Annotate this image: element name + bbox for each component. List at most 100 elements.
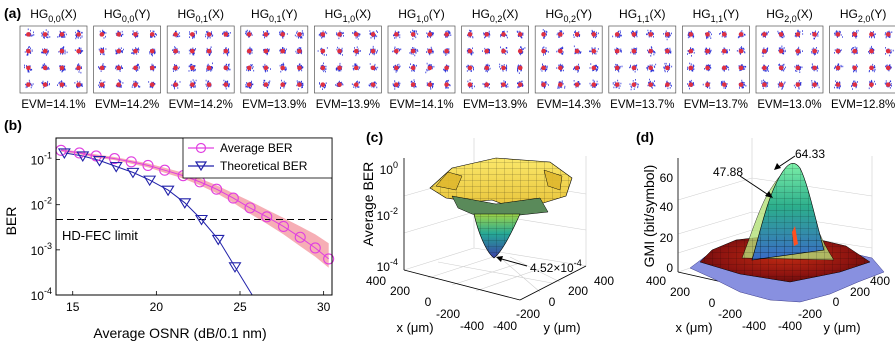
constellation-11: HG2,0(Y) EVM=12.8% [829, 7, 895, 111]
surface-c-z-label: Average BER [360, 162, 376, 247]
symbol-center [812, 82, 817, 87]
surface-d-x-tick-1: 200 [670, 285, 690, 299]
symbol-center [614, 32, 620, 37]
surface-d-y-tick-4: 400 [870, 274, 890, 288]
symbol-center [574, 32, 580, 37]
mode-title: HG2,0(X) [766, 7, 813, 24]
symbol-center [869, 82, 874, 87]
symbol-center [517, 82, 523, 87]
constellation-box [314, 25, 382, 94]
panel-label-d: (d) [636, 129, 654, 145]
constellation-1: HG0,0(Y) EVM=14.2% [93, 7, 161, 111]
symbol-center [721, 48, 727, 54]
symbol-center [852, 48, 858, 54]
symbol-center [76, 32, 81, 37]
constellation-0: HG0,0(X) EVM=14.1% [19, 7, 88, 111]
symbol-center [812, 48, 817, 54]
surface-d-mesh [689, 163, 885, 303]
symbol-center [541, 48, 546, 54]
surface-c-x-tick-3: -200 [436, 307, 460, 321]
surface-d-annotations: 64.33 47.88 [713, 147, 825, 198]
symbol-center [852, 32, 858, 37]
symbol-center [665, 82, 670, 87]
symbol-center [869, 32, 874, 37]
symbol-center [444, 82, 449, 87]
symbol-center [149, 65, 155, 71]
surface-c-y-label: y (μm) [543, 320, 580, 335]
symbol-center [337, 48, 342, 54]
symbol-center [263, 82, 269, 87]
symbol-center [223, 65, 229, 71]
symbol-center [223, 48, 229, 54]
symbol-center [206, 32, 212, 37]
surface-c-x-ticks: 400 200 0 -200 -400 [366, 274, 484, 333]
symbol-center [738, 32, 744, 37]
constellation-5: HG1,0(Y) EVM=14.1% [387, 7, 456, 111]
mode-title: HG1,0(Y) [398, 7, 445, 24]
symbol-center [631, 32, 637, 37]
symbol-center [246, 32, 252, 37]
surface-d-x-tick-3: -200 [718, 307, 742, 321]
evm-label: EVM=13.9% [242, 99, 306, 111]
symbol-center [501, 65, 506, 71]
symbol-center [320, 65, 326, 71]
symbol-center [297, 48, 302, 54]
symbol-center [427, 65, 433, 71]
surface-c-y-ticks: -400 -200 0 200 400 [493, 274, 614, 333]
symbol-center [173, 65, 178, 71]
average-ber-point [211, 183, 223, 195]
symbol-center [762, 32, 767, 37]
hd-fec-label: HD-FEC limit [62, 228, 138, 243]
symbol-center [444, 32, 449, 37]
theoretical-ber-point [211, 234, 225, 246]
surface-c-z-tick-1: 10-2 [377, 206, 398, 223]
symbol-center [778, 32, 784, 37]
theoretical-ber-line [64, 152, 253, 296]
constellation-6: HG0,2(X) EVM=13.9% [461, 7, 529, 111]
symbol-center [869, 65, 874, 71]
constellation-4: HG1,0(X) EVM=13.9% [314, 7, 382, 111]
average-ber-point [142, 159, 154, 171]
symbol-center [76, 48, 81, 54]
mode-title: HG0,0(X) [30, 7, 77, 24]
evm-label: EVM=14.1% [21, 99, 85, 111]
symbol-center [206, 48, 212, 54]
symbol-center [591, 32, 597, 37]
symbol-center [59, 32, 65, 37]
symbol-center [173, 48, 178, 54]
surface-c-x-tick-2: 0 [425, 295, 432, 309]
evm-label: EVM=12.8% [831, 99, 895, 111]
annotation-peak-gmi: 64.33 [795, 147, 825, 161]
surface-c-x-label: x (μm) [396, 320, 433, 335]
symbol-center [370, 48, 376, 54]
symbol-center [444, 48, 449, 54]
symbol-center [738, 82, 744, 87]
symbol-center [648, 82, 653, 87]
symbol-center [517, 32, 523, 37]
symbol-center [558, 65, 563, 71]
symbol-center [721, 32, 727, 37]
symbol-center [852, 65, 858, 71]
symbol-center [835, 48, 841, 54]
symbol-center [133, 32, 138, 37]
symbol-center [190, 48, 195, 54]
theoretical-ber-point [93, 155, 106, 167]
annotation-arrow-c [497, 257, 528, 267]
surface-d-z-tick-0: 60 [660, 171, 674, 185]
symbol-center [778, 82, 784, 87]
symbol-center [558, 82, 563, 87]
symbol-center [223, 32, 229, 37]
symbol-center [190, 32, 195, 37]
symbol-center [541, 65, 546, 71]
theoretical-ber-point [228, 262, 242, 273]
symbol-center [246, 65, 252, 71]
panel-label-c: (c) [366, 129, 383, 145]
symbol-center [76, 65, 81, 71]
symbol-center [541, 32, 546, 37]
legend-label-average: Average BER [220, 141, 293, 155]
symbol-center [173, 32, 178, 37]
symbol-center [738, 65, 744, 71]
symbol-center [337, 65, 342, 71]
symbol-center [885, 48, 891, 54]
constellation-box [534, 25, 603, 94]
